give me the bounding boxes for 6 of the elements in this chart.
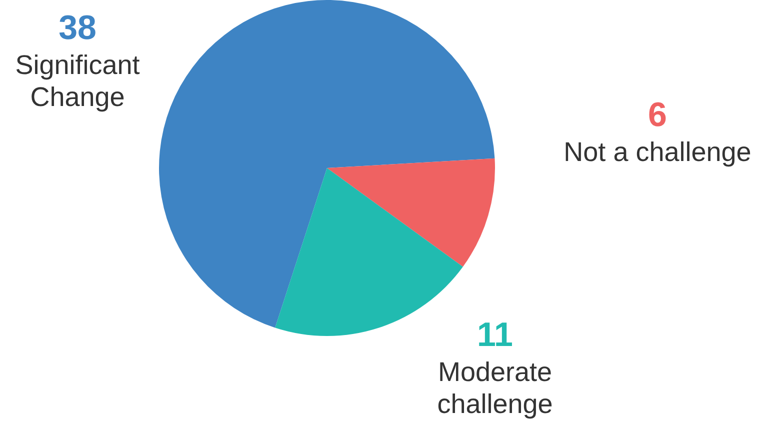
slice-label: Significant Change bbox=[14, 48, 141, 114]
slice-label: Not a challenge bbox=[562, 136, 752, 168]
data-label: 38 bbox=[58, 8, 98, 49]
data-label: 11 bbox=[476, 315, 514, 356]
slice-label: Moderate challenge bbox=[436, 356, 554, 421]
data-label: 6 bbox=[647, 95, 668, 136]
